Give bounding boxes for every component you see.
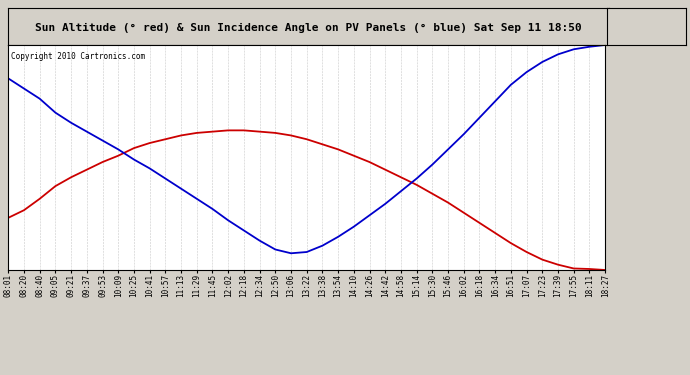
Text: Sun Altitude (° red) & Sun Incidence Angle on PV Panels (° blue) Sat Sep 11 18:5: Sun Altitude (° red) & Sun Incidence Ang…	[35, 23, 582, 33]
Text: Copyright 2010 Cartronics.com: Copyright 2010 Cartronics.com	[11, 52, 146, 61]
